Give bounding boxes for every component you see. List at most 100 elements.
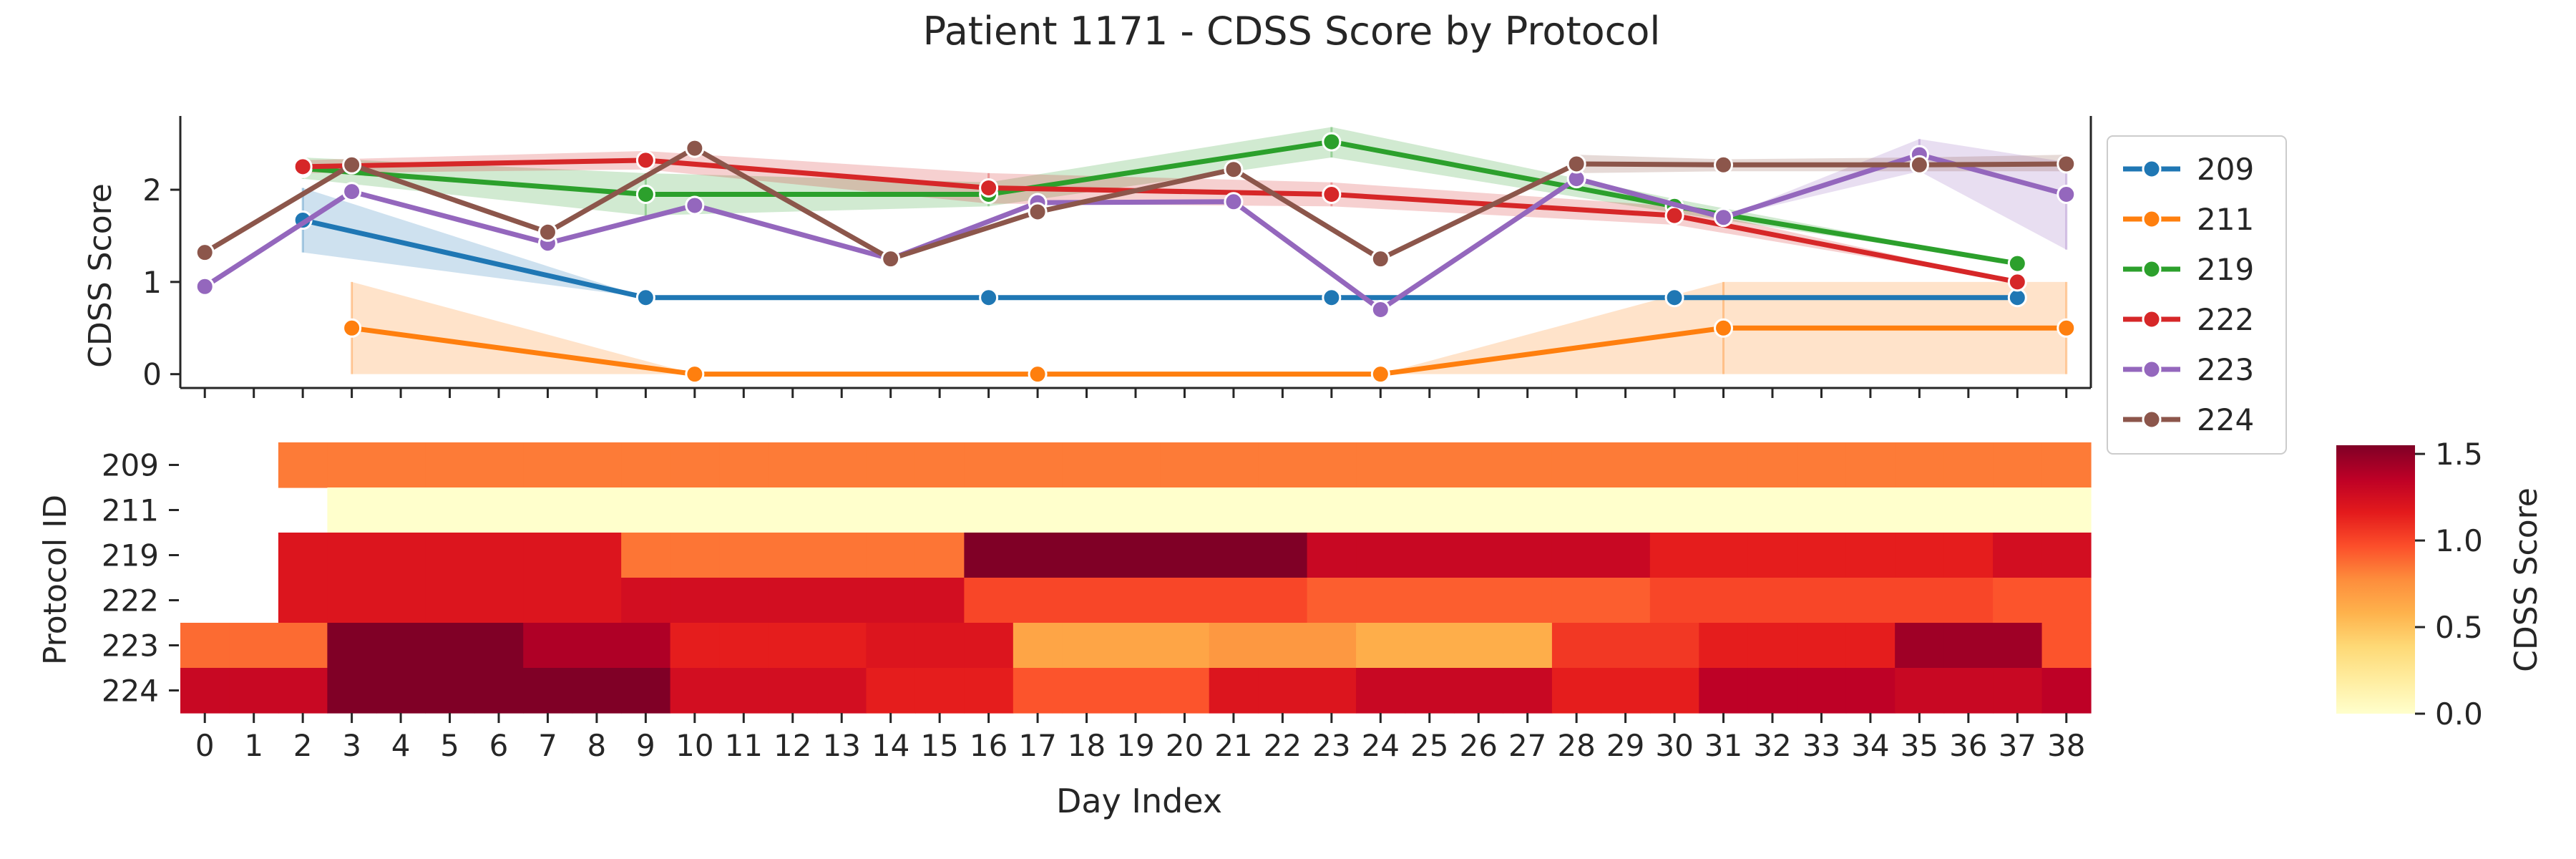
data-point-224 bbox=[537, 222, 557, 242]
data-point-224 bbox=[1566, 154, 1586, 174]
heatmap-y-tick-label: 219 bbox=[102, 538, 159, 573]
legend-item-209[interactable]: 209 bbox=[2123, 152, 2254, 187]
heatmap-cell bbox=[719, 623, 769, 669]
data-point-224 bbox=[1224, 160, 1244, 180]
legend-label: 209 bbox=[2197, 152, 2254, 187]
line-chart-panel: 0 1 2 CDSS Score bbox=[82, 116, 2092, 398]
heatmap-x-tick-label: 19 bbox=[1116, 728, 1154, 763]
heatmap-cell bbox=[425, 623, 475, 669]
heatmap-cell bbox=[425, 668, 475, 714]
heatmap-cell bbox=[278, 623, 328, 669]
heatmap-cell bbox=[327, 668, 377, 714]
series-line-223 bbox=[203, 152, 2067, 313]
heatmap-cell bbox=[1747, 668, 1797, 714]
legend-item-224[interactable]: 224 bbox=[2123, 402, 2254, 437]
heatmap-cell bbox=[1454, 668, 1504, 714]
heatmap-x-tick-label: 15 bbox=[920, 728, 958, 763]
heatmap-cell bbox=[2041, 487, 2092, 533]
heatmap-cell bbox=[1258, 533, 1308, 578]
heatmap-x-tick-label: 18 bbox=[1068, 728, 1106, 763]
heatmap-cell bbox=[817, 578, 867, 623]
heatmap-cell bbox=[474, 623, 524, 669]
heatmap-cell bbox=[1551, 578, 1601, 623]
line-series-group bbox=[195, 132, 2077, 384]
heatmap-cell bbox=[1307, 442, 1357, 488]
heatmap-cell bbox=[1209, 578, 1259, 623]
heatmap-cell bbox=[474, 668, 524, 714]
heatmap-cell bbox=[1209, 623, 1259, 669]
heatmap-cell bbox=[1601, 533, 1651, 578]
heatmap-cell bbox=[964, 533, 1014, 578]
legend-swatch-marker bbox=[2142, 209, 2162, 229]
legend-item-223[interactable]: 223 bbox=[2123, 352, 2254, 387]
heatmap-cell bbox=[1503, 487, 1553, 533]
data-point-223 bbox=[2057, 184, 2077, 204]
heatmap-cell bbox=[768, 668, 818, 714]
legend-swatch-marker bbox=[2142, 359, 2162, 379]
data-point-224 bbox=[685, 138, 705, 158]
series-224 bbox=[195, 138, 2077, 269]
heatmap-y-axis-label: Protocol ID bbox=[37, 495, 74, 665]
data-point-224 bbox=[881, 249, 901, 269]
line-y-axis-label: CDSS Score bbox=[82, 183, 119, 368]
heatmap-cell bbox=[376, 533, 426, 578]
heatmap-cell bbox=[376, 668, 426, 714]
heatmap-cell bbox=[1895, 623, 1945, 669]
heatmap-cell bbox=[425, 578, 475, 623]
heatmap-cell bbox=[1454, 442, 1504, 488]
heatmap-cell bbox=[1356, 668, 1406, 714]
legend-item-219[interactable]: 219 bbox=[2123, 252, 2254, 287]
heatmap-cell bbox=[1699, 623, 1749, 669]
heatmap-cell bbox=[1699, 578, 1749, 623]
heatmap-cell bbox=[866, 533, 916, 578]
data-point-222 bbox=[979, 178, 999, 198]
heatmap-cell bbox=[621, 533, 671, 578]
heatmap-cell bbox=[474, 578, 524, 623]
series-line-222 bbox=[303, 157, 2018, 285]
band-211 bbox=[351, 281, 2067, 374]
heatmap-cell bbox=[817, 442, 867, 488]
heatmap-cell bbox=[327, 578, 377, 623]
legend[interactable]: 209 211 219 222 223 224 bbox=[2107, 135, 2287, 455]
colorbar-tick-label: 0.5 bbox=[2435, 610, 2483, 645]
data-point-211 bbox=[2057, 318, 2077, 338]
heatmap-cell bbox=[376, 578, 426, 623]
heatmap-cell bbox=[1797, 487, 1847, 533]
data-point-223 bbox=[1224, 192, 1244, 212]
heatmap-cell bbox=[1993, 487, 2043, 533]
data-point-211 bbox=[1370, 364, 1390, 384]
heatmap-cell bbox=[914, 487, 965, 533]
heatmap-cell bbox=[1405, 623, 1455, 669]
heatmap-x-tick-label: 10 bbox=[675, 728, 713, 763]
legend-item-211[interactable]: 211 bbox=[2123, 202, 2254, 237]
colorbar-tick-label: 1.0 bbox=[2435, 523, 2483, 558]
colorbar-tick-label: 0.0 bbox=[2435, 697, 2483, 732]
heatmap-x-tick-label: 5 bbox=[440, 728, 459, 763]
heatmap-cell bbox=[621, 487, 671, 533]
heatmap-cell bbox=[1503, 668, 1553, 714]
heatmap-cell bbox=[1503, 442, 1553, 488]
heatmap-cell bbox=[1797, 668, 1847, 714]
heatmap-cell bbox=[817, 487, 867, 533]
heatmap-cell bbox=[817, 668, 867, 714]
heatmap-cell bbox=[1454, 623, 1504, 669]
legend-swatch-marker bbox=[2142, 309, 2162, 329]
heatmap-cell bbox=[1062, 578, 1112, 623]
heatmap-cell bbox=[523, 442, 573, 488]
heatmap-cell bbox=[670, 623, 720, 669]
heatmap-x-axis-label: Day Index bbox=[1056, 782, 1222, 820]
heatmap-x-tick-label: 28 bbox=[1557, 728, 1595, 763]
heatmap-cell bbox=[1454, 487, 1504, 533]
heatmap-cell bbox=[1699, 487, 1749, 533]
heatmap-cell bbox=[964, 578, 1014, 623]
legend-item-222[interactable]: 222 bbox=[2123, 302, 2254, 337]
data-point-222 bbox=[293, 157, 313, 177]
heatmap-cell bbox=[866, 442, 916, 488]
heatmap-cell bbox=[964, 668, 1014, 714]
heatmap-cell bbox=[1405, 578, 1455, 623]
heatmap-cell bbox=[914, 623, 965, 669]
heatmap-cell bbox=[670, 442, 720, 488]
heatmap-cell bbox=[1601, 578, 1651, 623]
heatmap-cell bbox=[1160, 578, 1210, 623]
